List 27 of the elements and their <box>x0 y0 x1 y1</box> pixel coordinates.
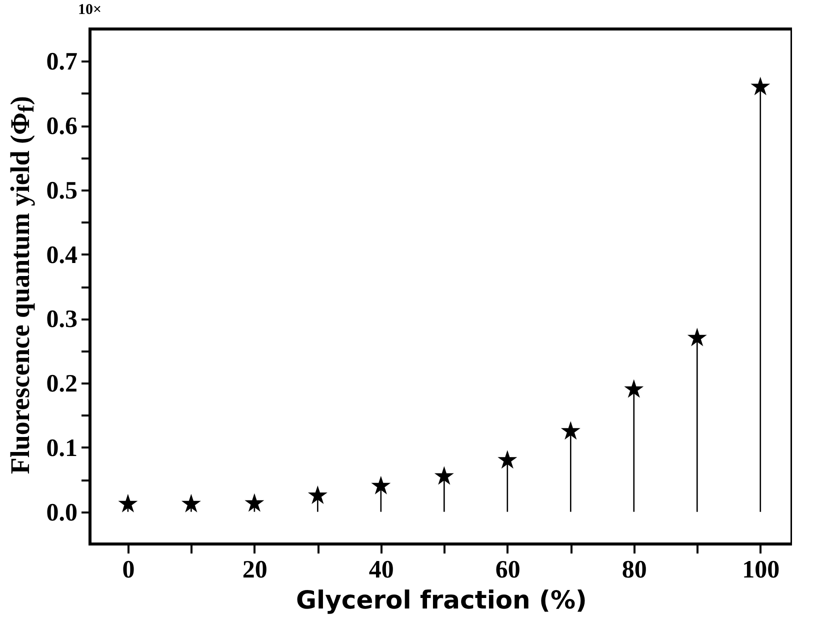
x-tick-label: 60 <box>495 556 520 584</box>
point <box>308 485 328 504</box>
y-tick-label: 0.3 <box>46 306 78 334</box>
point <box>434 466 454 485</box>
point <box>371 476 391 494</box>
x-tick-label: 40 <box>368 556 394 584</box>
y-tick-label: 0.1 <box>46 434 78 462</box>
point <box>118 494 138 512</box>
point <box>181 494 201 512</box>
x-tick-label: 80 <box>622 556 647 584</box>
x-axis-title: Glycerol fraction (%) <box>296 586 587 614</box>
text: 10× <box>78 2 102 19</box>
text: 0.0 <box>46 499 78 526</box>
x-tick-label: 0 <box>122 556 135 584</box>
point <box>624 379 644 398</box>
y-tick-label: 0.2 <box>46 370 78 398</box>
point <box>498 450 518 469</box>
y-tick-label: 0.7 <box>46 48 78 76</box>
point <box>750 76 770 96</box>
y-tick-label: 0.4 <box>46 242 78 269</box>
y-tick-label: 0.6 <box>46 113 78 140</box>
y-tick-label: 0.5 <box>46 177 78 204</box>
x-tick-label: 100 <box>742 556 780 584</box>
x-tick-label: 20 <box>242 556 268 584</box>
point <box>244 493 264 512</box>
point <box>687 328 707 346</box>
point <box>560 421 580 440</box>
